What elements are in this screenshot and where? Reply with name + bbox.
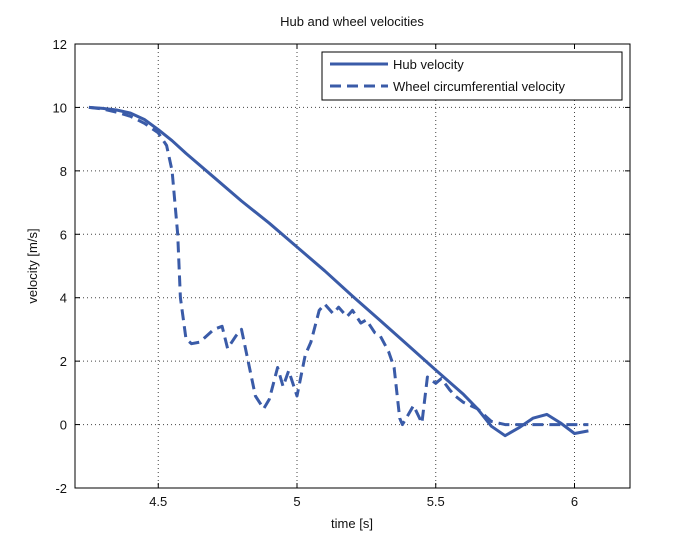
chart-title: Hub and wheel velocities — [280, 14, 424, 29]
grid-lines — [75, 44, 630, 488]
x-tick-label: 5 — [293, 494, 300, 509]
y-axis-label: velocity [m/s] — [25, 228, 40, 303]
y-tick-label: 6 — [60, 227, 67, 242]
y-tick-label: 0 — [60, 418, 67, 433]
plot-area — [75, 44, 630, 488]
legend-label-hub-velocity: Hub velocity — [393, 57, 464, 72]
x-tick-label: 5.5 — [427, 494, 445, 509]
series-line-hub-velocity — [88, 105, 589, 438]
y-axis-ticks: -2 0 2 4 6 8 10 12 — [53, 37, 630, 496]
x-tick-label: 6 — [571, 494, 578, 509]
y-tick-label: 4 — [60, 291, 67, 306]
x-axis-label: time [s] — [331, 516, 373, 531]
legend: Hub velocity Wheel circumferential veloc… — [321, 51, 623, 101]
x-tick-label: 4.5 — [149, 494, 167, 509]
plot-frame — [74, 43, 631, 489]
series-layer — [88, 105, 589, 438]
legend-box — [321, 51, 623, 101]
series-line-wheel-velocity — [88, 105, 589, 427]
y-tick-label: -2 — [55, 481, 67, 496]
x-axis-ticks: 4.5 5 5.5 6 — [149, 44, 578, 509]
legend-label-wheel-velocity: Wheel circumferential velocity — [393, 79, 565, 94]
y-tick-label: 10 — [53, 100, 67, 115]
y-tick-label: 12 — [53, 37, 67, 52]
y-tick-label: 8 — [60, 164, 67, 179]
y-tick-label: 2 — [60, 354, 67, 369]
